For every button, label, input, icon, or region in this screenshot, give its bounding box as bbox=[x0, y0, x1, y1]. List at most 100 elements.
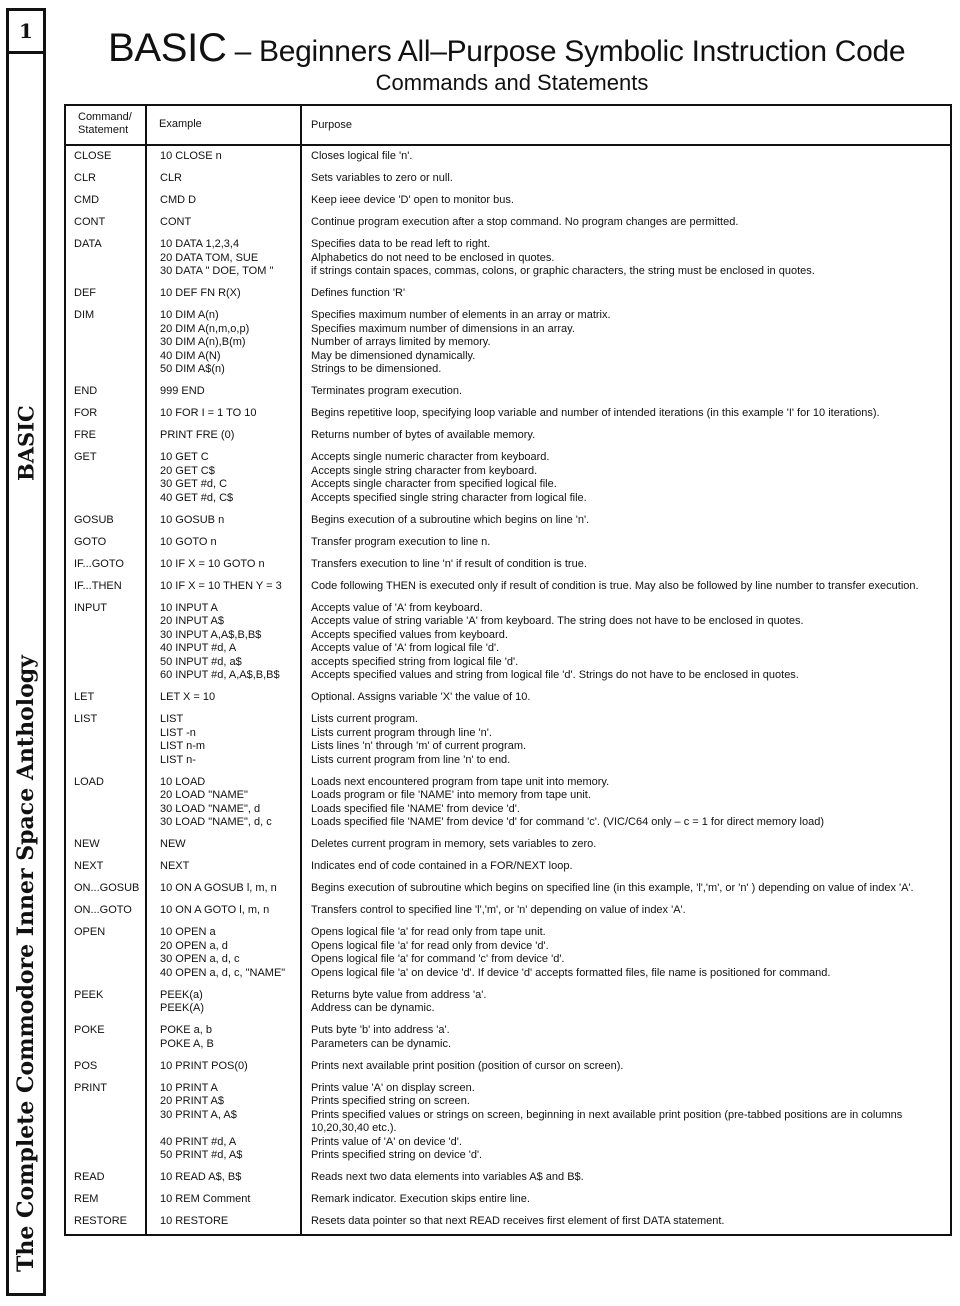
example-line: 40 OPEN a, d, c, "NAME" bbox=[160, 966, 286, 979]
table-row: RESTORE 10 RESTORE Resets data pointer so … bbox=[66, 1215, 950, 1237]
example-cell: LET X = 10 bbox=[148, 691, 302, 705]
example-cell: 10 PRINT POS(0) bbox=[148, 1060, 302, 1074]
purpose-line: Continue program execution after a stop … bbox=[311, 216, 739, 228]
example-line: 10 LOAD bbox=[160, 775, 206, 788]
example-cell: 10 CLOSE n bbox=[148, 150, 302, 164]
purpose-line: Transfers control to specified line 'l',… bbox=[311, 904, 686, 916]
example-cell: LIST LIST -n LIST n-m LIST n- bbox=[148, 713, 302, 767]
command-cell: FOR bbox=[74, 407, 98, 419]
title-main: BASIC bbox=[108, 26, 227, 70]
purpose-line: Accepts single character from specified … bbox=[311, 478, 557, 490]
purpose-cell: Transfers execution to line 'n' if resul… bbox=[302, 558, 950, 572]
table-row: GOTO 10 GOTO n Transfer program execution … bbox=[66, 536, 950, 558]
purpose-cell: Resets data pointer so that next READ re… bbox=[302, 1215, 950, 1229]
commands-table: Command/ Statement Example Purpose CLOSE… bbox=[64, 104, 952, 1236]
example-cell: 10 GOSUB n bbox=[148, 514, 302, 528]
table-row: GOSUB 10 GOSUB n Begins execution of a sub… bbox=[66, 514, 950, 536]
purpose-line: Accepts value of 'A' from keyboard. bbox=[311, 601, 483, 614]
purpose-line: Accepts specified values from keyboard. bbox=[311, 628, 508, 641]
purpose-cell: Code following THEN is executed only if … bbox=[302, 580, 950, 594]
purpose-cell: Begins execution of a subroutine which b… bbox=[302, 514, 950, 528]
example-cell: PEEK(a) PEEK(A) bbox=[148, 989, 302, 1016]
example-line: POKE A, B bbox=[160, 1037, 214, 1050]
example-cell: 10 LOAD 20 LOAD "NAME" 30 LOAD "NAME", d 30… bbox=[148, 776, 302, 830]
example-line: 30 INPUT A,A$,B,B$ bbox=[160, 628, 262, 641]
purpose-line: Keep ieee device 'D' open to monitor bus… bbox=[311, 194, 514, 206]
command-cell: POS bbox=[74, 1059, 98, 1072]
example-cell: 10 ON A GOTO l, m, n bbox=[148, 904, 302, 918]
example-line: 10 READ A$, B$ bbox=[160, 1171, 242, 1183]
example-cell: CONT bbox=[148, 216, 302, 230]
purpose-line: Resets data pointer so that next READ re… bbox=[311, 1215, 725, 1227]
command-cell: OPEN bbox=[74, 926, 106, 938]
purpose-line: Lists current program from line 'n' to e… bbox=[311, 753, 511, 766]
example-line: CLR bbox=[160, 172, 183, 184]
purpose-line: Terminates program execution. bbox=[311, 385, 463, 397]
example-line: CMD D bbox=[160, 194, 197, 206]
purpose-cell: Indicates end of code contained in a FOR… bbox=[302, 860, 950, 874]
purpose-cell: Specifies data to be read left to right.… bbox=[302, 238, 950, 279]
example-cell: 10 REM Comment bbox=[148, 1193, 302, 1207]
purpose-line: Prints specified values or strings on sc… bbox=[311, 1108, 903, 1121]
purpose-line: Prints value 'A' on display screen. bbox=[311, 1081, 475, 1094]
example-line: 20 OPEN a, d bbox=[160, 939, 228, 952]
example-line: LET X = 10 bbox=[160, 691, 216, 703]
example-line: 40 GET #d, C$ bbox=[160, 491, 234, 504]
example-line: 10 REM Comment bbox=[160, 1193, 251, 1205]
purpose-line: Lists current program. bbox=[311, 713, 418, 725]
purpose-line: Loads program or file 'NAME' into memory… bbox=[311, 789, 591, 801]
purpose-line: Begins execution of a subroutine which b… bbox=[311, 513, 590, 526]
purpose-line: Begins execution of subroutine which beg… bbox=[311, 882, 914, 894]
purpose-line: Prints specified string on device 'd'. bbox=[311, 1149, 483, 1161]
command-cell: END bbox=[74, 385, 98, 397]
purpose-line: Strings to be dimensioned. bbox=[311, 363, 442, 375]
table-row: POS 10 PRINT POS(0) Prints next available … bbox=[66, 1060, 950, 1082]
command-cell: GOSUB bbox=[74, 513, 114, 526]
table-row: READ 10 READ A$, B$ Reads next two data el… bbox=[66, 1171, 950, 1193]
purpose-line: Opens logical file 'a' on device 'd'. If… bbox=[311, 966, 831, 979]
table-row: IF...GOTO 10 IF X = 10 GOTO n Transfers ex… bbox=[66, 558, 950, 580]
purpose-line: Accepts specified values and string from… bbox=[311, 669, 799, 681]
example-line: 20 DIM A(n,m,o,p) bbox=[160, 322, 250, 335]
purpose-line: Accepts single numeric character from ke… bbox=[311, 451, 550, 463]
command-cell: DIM bbox=[74, 309, 95, 321]
purpose-cell: Remark indicator. Execution skips entire… bbox=[302, 1193, 950, 1207]
purpose-line: Loads specified file 'NAME' from device … bbox=[311, 816, 824, 828]
purpose-line: Accepts value of string variable 'A' fro… bbox=[311, 615, 804, 627]
table-row: ON...GOTO 10 ON A GOTO l, m, n Transfers c… bbox=[66, 904, 950, 926]
purpose-line: Lists lines 'n' through 'm' of current p… bbox=[311, 740, 527, 752]
example-line: POKE a, b bbox=[160, 1024, 212, 1036]
example-line: LIST bbox=[160, 713, 184, 725]
example-line: 40 DIM A(N) bbox=[160, 349, 221, 362]
command-cell: RESTORE bbox=[74, 1215, 127, 1227]
command-cell: GOTO bbox=[74, 535, 107, 548]
example-line: 50 INPUT #d, a$ bbox=[160, 655, 242, 668]
example-line: 10 PRINT POS(0) bbox=[160, 1059, 248, 1072]
table-header: Command/ Statement Example Purpose bbox=[66, 106, 950, 146]
purpose-line: Indicates end of code contained in a FOR… bbox=[311, 860, 573, 872]
purpose-cell: Lists current program. Lists current prog… bbox=[302, 713, 950, 767]
purpose-line: Transfer program execution to line n. bbox=[311, 535, 491, 548]
example-cell: PRINT FRE (0) bbox=[148, 429, 302, 443]
purpose-cell: Returns byte value from address 'a'. Addr… bbox=[302, 989, 950, 1016]
table-row: CLR CLR Sets variables to zero or null. bbox=[66, 172, 950, 194]
purpose-cell: Opens logical file 'a' for read only fro… bbox=[302, 926, 950, 980]
column-divider bbox=[145, 106, 147, 1234]
purpose-line: Code following THEN is executed only if … bbox=[311, 579, 919, 592]
purpose-line: Deletes current program in memory, sets … bbox=[311, 838, 597, 850]
purpose-line: Returns byte value from address 'a'. bbox=[311, 988, 487, 1001]
command-cell: DATA bbox=[74, 238, 102, 250]
example-line: 20 LOAD "NAME" bbox=[160, 789, 248, 801]
example-line: 40 PRINT #d, A bbox=[160, 1135, 237, 1148]
table-row: LOAD 10 LOAD 20 LOAD "NAME" 30 LOAD "NAME",… bbox=[66, 776, 950, 839]
command-cell: ON...GOSUB bbox=[74, 882, 140, 894]
example-line: NEW bbox=[160, 838, 186, 850]
example-line: 10 OPEN a bbox=[160, 926, 216, 938]
example-line: 30 DATA " DOE, TOM " bbox=[160, 265, 274, 277]
purpose-line: Opens logical file 'a' for read only fro… bbox=[311, 939, 549, 952]
purpose-cell: Accepts single numeric character from ke… bbox=[302, 451, 950, 505]
example-line: CONT bbox=[160, 216, 192, 228]
example-line: 10 GOTO n bbox=[160, 535, 217, 548]
example-line: 10 ON A GOTO l, m, n bbox=[160, 904, 270, 916]
purpose-line: Accepts value of 'A' from logical file '… bbox=[311, 642, 500, 654]
